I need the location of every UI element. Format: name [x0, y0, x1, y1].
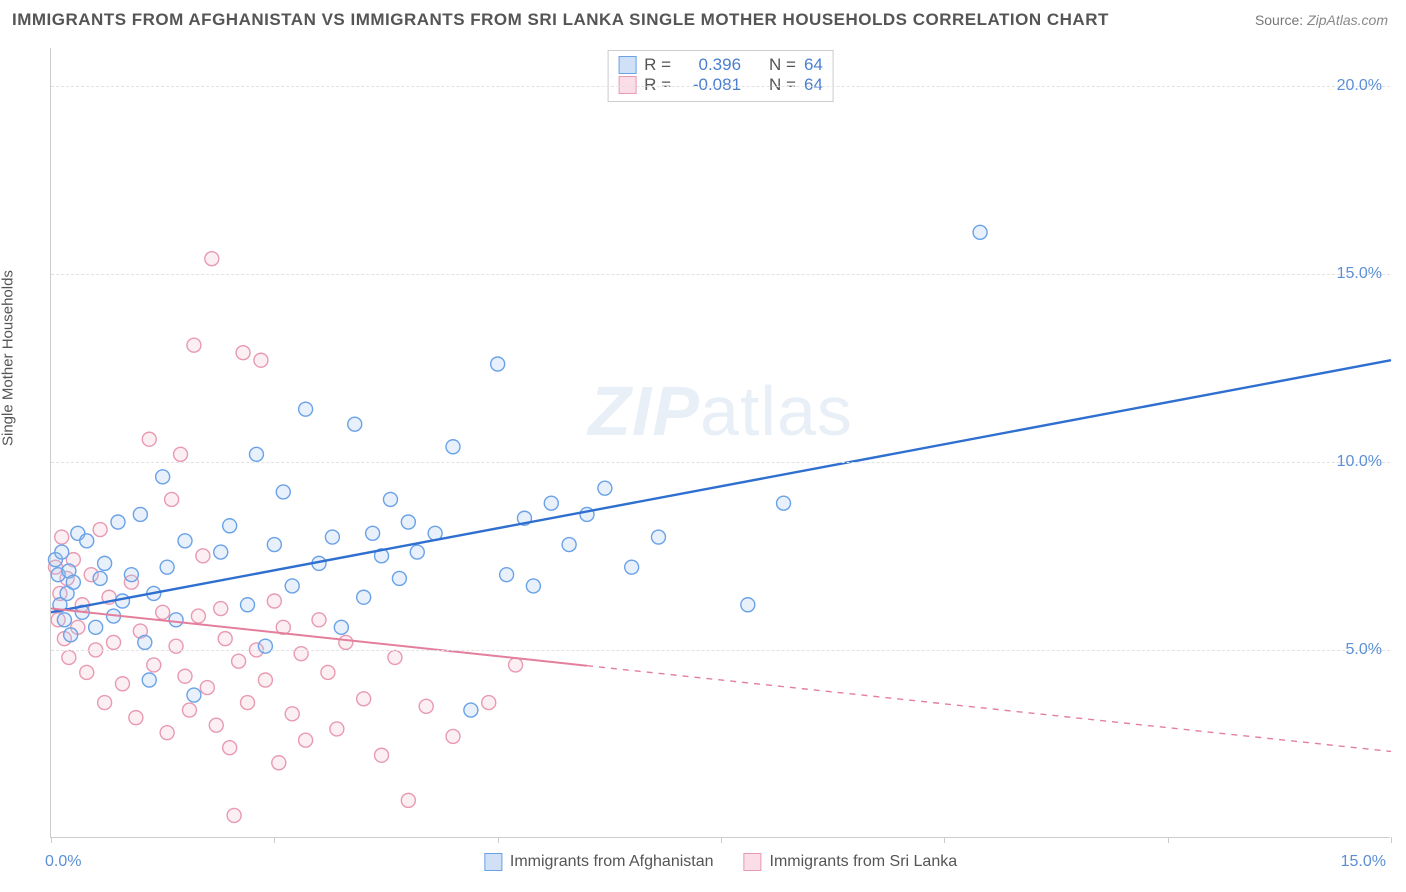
y-tick-label: 15.0%	[1337, 265, 1382, 283]
plot-area: ZIPatlas R = 0.396 N = 64 R = -0.081 N =…	[50, 48, 1390, 838]
legend-label-afghanistan: Immigrants from Afghanistan	[510, 853, 714, 871]
x-tick	[51, 837, 52, 843]
gridline	[51, 86, 1390, 87]
swatch-srilanka	[744, 853, 762, 871]
chart-title: IMMIGRANTS FROM AFGHANISTAN VS IMMIGRANT…	[12, 10, 1109, 30]
y-tick-label: 10.0%	[1337, 453, 1382, 471]
x-tick-label: 15.0%	[1341, 853, 1386, 871]
scatter-svg	[51, 48, 1390, 837]
x-tick-label: 0.0%	[45, 853, 81, 871]
gridline	[51, 274, 1390, 275]
x-tick	[1168, 837, 1169, 843]
y-tick-label: 5.0%	[1346, 641, 1382, 659]
swatch-afghanistan	[484, 853, 502, 871]
legend-item-srilanka: Immigrants from Sri Lanka	[744, 853, 958, 871]
x-tick	[944, 837, 945, 843]
source-attribution: Source: ZipAtlas.com	[1255, 12, 1388, 28]
x-tick	[498, 837, 499, 843]
gridline	[51, 650, 1390, 651]
x-tick	[274, 837, 275, 843]
legend-label-srilanka: Immigrants from Sri Lanka	[770, 853, 958, 871]
source-value: ZipAtlas.com	[1307, 12, 1388, 28]
x-tick	[1391, 837, 1392, 843]
y-axis-label: Single Mother Households	[0, 270, 17, 446]
y-tick-label: 20.0%	[1337, 77, 1382, 95]
source-label: Source:	[1255, 12, 1303, 28]
x-tick	[721, 837, 722, 843]
series-legend: Immigrants from Afghanistan Immigrants f…	[484, 853, 957, 871]
legend-item-afghanistan: Immigrants from Afghanistan	[484, 853, 714, 871]
gridline	[51, 462, 1390, 463]
